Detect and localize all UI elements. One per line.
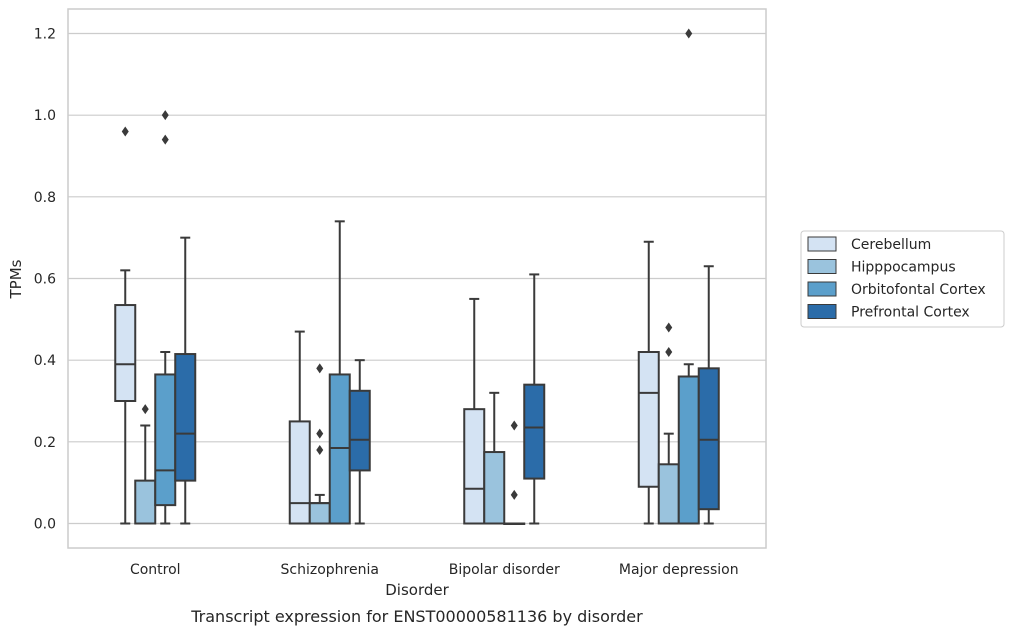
box-iqr <box>637 351 660 488</box>
y-tick-label: 1.2 <box>34 27 56 43</box>
box-2-1 <box>483 391 506 525</box>
outlier-point <box>510 489 518 500</box>
box-0-1 <box>134 404 157 525</box>
y-tick-label: 0.6 <box>34 272 56 288</box>
box-1-3 <box>348 359 371 525</box>
box-iqr <box>697 367 720 511</box>
outlier-point <box>316 363 324 374</box>
legend: Cerebellum Hipppocampus Orbitofontal Corte… <box>800 230 1005 328</box>
box-iqr <box>134 479 157 525</box>
legend-swatch <box>807 236 837 252</box>
box-0-3 <box>174 236 197 525</box>
x-tick-label: Bipolar disorder <box>449 562 560 578</box>
box-1-0 <box>288 330 311 525</box>
box-3-3 <box>697 265 720 525</box>
box-iqr <box>483 451 506 525</box>
outlier-point <box>316 445 324 455</box>
legend-label: Orbitofontal Cortex <box>851 282 986 298</box>
y-tick-label: 0.8 <box>34 190 56 206</box>
outlier-point <box>161 110 169 121</box>
box-iqr <box>463 408 486 525</box>
x-tick-label: Major depression <box>619 562 739 578</box>
x-axis-title: Disorder <box>385 581 449 599</box>
y-axis-title: TPMs <box>7 259 25 299</box>
legend-label: Hipppocampus <box>851 260 956 276</box>
chart-caption: Transcript expression for ENST0000058113… <box>190 607 643 626</box>
box-0-2 <box>154 110 177 525</box>
box-iqr <box>523 383 546 480</box>
box-iqr <box>348 389 371 472</box>
legend-swatch <box>807 259 837 274</box>
box-2-3 <box>523 273 546 525</box>
box-iqr <box>154 373 177 507</box>
legend-swatch <box>807 304 837 319</box>
outlier-point <box>665 347 673 357</box>
outlier-point <box>316 428 324 439</box>
box-3-2 <box>677 28 700 525</box>
box-iqr <box>308 502 331 525</box>
outlier-point <box>121 126 129 137</box>
box-1-2 <box>328 220 351 525</box>
outlier-point <box>161 134 169 145</box>
legend-label: Cerebellum <box>851 237 931 253</box>
box-3-0 <box>637 240 660 525</box>
y-tick-label: 0.2 <box>34 435 56 451</box>
box-iqr <box>657 463 680 525</box>
box-3-1 <box>657 322 680 525</box>
y-tick-label: 0.4 <box>34 353 56 369</box>
box-iqr <box>174 353 197 482</box>
box-iqr <box>677 375 700 525</box>
box-2-0 <box>463 297 486 525</box>
box-0-0 <box>114 126 137 525</box>
legend-swatch <box>807 281 837 297</box>
outlier-point <box>510 420 518 431</box>
y-tick-label: 0.0 <box>34 517 56 533</box>
x-tick-labels: Control Schizophrenia Bipolar disorder Majo… <box>130 562 739 578</box>
y-tick-labels: 0.0 0.2 0.4 0.6 0.8 1.0 1.2 <box>34 27 56 533</box>
x-tick-label: Schizophrenia <box>281 562 379 578</box>
outlier-point <box>141 404 149 415</box>
outlier-point <box>685 28 693 39</box>
box-groups <box>114 28 720 525</box>
outlier-point <box>665 322 673 333</box>
box-2-2 <box>503 420 526 525</box>
legend-frame <box>800 230 1005 328</box>
box-1-1 <box>308 363 331 525</box>
plot-frame <box>67 8 767 549</box>
box-iqr <box>328 373 351 525</box>
box-iqr <box>288 420 311 525</box>
legend-label: Prefrontal Cortex <box>851 305 970 321</box>
x-tick-label: Control <box>130 562 181 578</box>
y-tick-label: 1.0 <box>34 108 56 124</box>
box-iqr <box>114 304 137 402</box>
